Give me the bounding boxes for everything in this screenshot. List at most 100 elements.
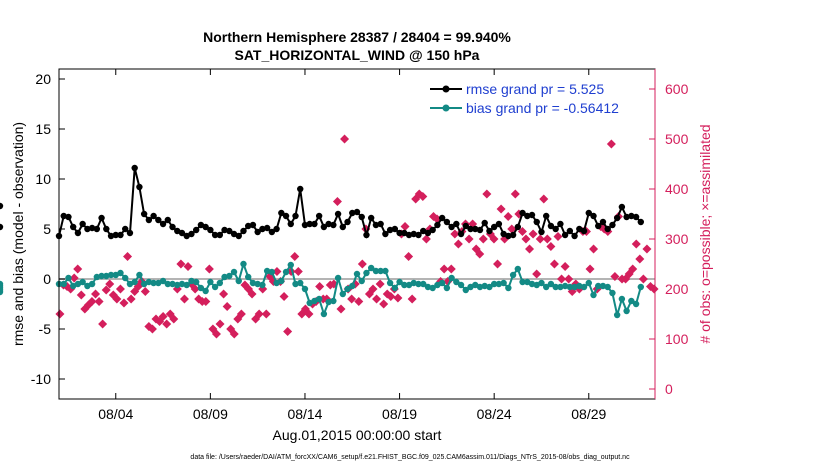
x-tick-label: 08/24 [477, 406, 512, 422]
rmse-point [0, 202, 4, 210]
y-right-tick-label: 200 [665, 281, 689, 297]
rmse-point [448, 223, 455, 231]
bias-point [207, 278, 214, 286]
obs-count-point [219, 289, 229, 299]
bias-point [226, 272, 233, 280]
x-tick-label: 08/19 [382, 406, 417, 422]
obs-count-point [101, 285, 111, 295]
x-tick-label: 08/29 [571, 406, 606, 422]
obs-count-point [283, 327, 293, 336]
bias-point [349, 282, 356, 290]
x-axis: 08/04 08/09 08/14 08/19 08/24 08/29 [98, 69, 607, 422]
rmse-point [367, 214, 375, 222]
rmse-point [297, 185, 304, 193]
rmse-point [131, 164, 138, 172]
y-right-tick-label: 100 [665, 331, 689, 347]
rmse-point [344, 218, 351, 226]
obs-count-point [340, 134, 350, 144]
rmse-point [216, 231, 224, 239]
obs-count-point [379, 299, 389, 309]
y-right-tick-label: 400 [665, 181, 689, 197]
obs-count-point [115, 284, 125, 294]
y-left-tick-label: 15 [35, 121, 51, 137]
obs-count-point [564, 274, 574, 284]
rmse-point [363, 231, 370, 239]
rmse-point [429, 226, 436, 234]
x-axis-label: Aug.01,2015 00:00:00 start [273, 427, 442, 443]
bias-point [595, 282, 602, 290]
bias-point [420, 280, 427, 288]
bias-point [65, 274, 72, 282]
rmse-point [453, 220, 460, 228]
rmse-point [467, 225, 474, 233]
obs-count-point [357, 259, 367, 269]
bias-point [543, 283, 550, 291]
obs-count-point [493, 259, 503, 269]
bias-point [197, 284, 205, 292]
rmse-point [188, 230, 195, 238]
obs-count-point [315, 282, 325, 291]
bias-point [580, 283, 588, 291]
obs-count-point [642, 244, 652, 254]
rmse-point [424, 229, 432, 237]
rmse-point [145, 216, 153, 224]
bias-point [301, 285, 309, 293]
obs-count-point [503, 212, 513, 221]
obs-count-point [201, 297, 211, 306]
bias-point [552, 283, 559, 291]
rmse-point [519, 209, 526, 217]
obs-count-point [631, 239, 641, 249]
rmse-point [330, 221, 337, 229]
rmse-point [490, 223, 498, 231]
obs-count-point [439, 264, 449, 274]
obs-count-point [98, 319, 108, 329]
obs-count-point [290, 252, 300, 261]
y-axis-right: 0 100 200 300 400 500 600 [649, 69, 689, 399]
bias-point [363, 269, 370, 277]
bias-point [136, 271, 143, 279]
bias-point [98, 272, 105, 280]
bias-point [490, 280, 498, 288]
bias-point [538, 279, 545, 287]
obs-count-point [372, 294, 382, 304]
obs-count-point [304, 309, 314, 319]
bias-point [216, 279, 224, 287]
obs-count-point [407, 294, 417, 304]
obs-count-point [400, 222, 410, 231]
obs-count-point [610, 272, 620, 281]
rmse-point [377, 220, 384, 228]
bias-point [519, 278, 526, 286]
bias-point [183, 281, 190, 289]
obs-count-point [386, 292, 396, 301]
obs-count-point [126, 294, 136, 304]
rmse-point [117, 231, 124, 239]
rmse-point [69, 223, 77, 231]
bias-point [60, 280, 67, 288]
obs-count-point [549, 259, 559, 269]
rmse-point [543, 212, 550, 220]
rmse-point [590, 212, 597, 220]
rmse-point [476, 226, 484, 234]
rmse-point [599, 218, 607, 226]
rmse-point [178, 229, 186, 237]
obs-count-point [190, 284, 200, 294]
plot-area [0, 134, 659, 339]
obs-count-point [368, 284, 378, 294]
rmse-point [93, 225, 101, 233]
legend: rmse grand pr = 5.525 bias grand pr = -0… [430, 81, 619, 116]
x-tick-label: 08/09 [193, 406, 228, 422]
bias-point [462, 286, 469, 294]
obs-count-point [606, 139, 616, 149]
rmse-point [103, 225, 110, 233]
bias-point [344, 285, 351, 293]
x-tick-label: 08/14 [287, 406, 322, 422]
rmse-point [595, 222, 602, 230]
bias-point [159, 277, 167, 285]
y-right-tick-label: 600 [665, 81, 689, 97]
obs-count-point [507, 224, 517, 234]
obs-count-point [478, 234, 488, 244]
rmse-point [528, 211, 536, 219]
obs-count-point [446, 264, 456, 274]
rmse-point [320, 223, 328, 231]
obs-count-point [272, 267, 282, 276]
